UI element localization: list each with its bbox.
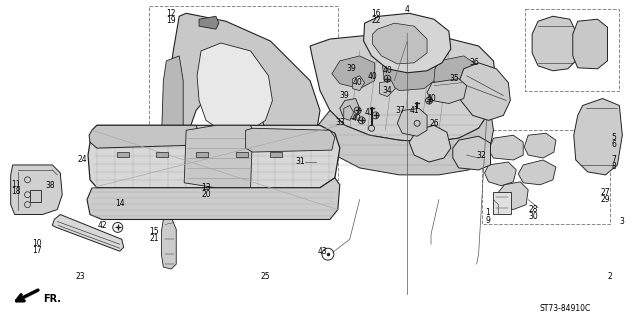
Text: 40: 40 (352, 114, 362, 123)
Polygon shape (353, 76, 364, 91)
Text: 4: 4 (404, 5, 410, 14)
Polygon shape (199, 16, 219, 29)
Polygon shape (344, 106, 354, 120)
Polygon shape (112, 200, 130, 218)
Polygon shape (89, 125, 199, 148)
Polygon shape (52, 214, 124, 251)
Text: 39: 39 (340, 91, 350, 100)
Polygon shape (364, 13, 451, 73)
Polygon shape (459, 63, 510, 120)
Text: 41: 41 (410, 106, 419, 115)
Bar (271, 152, 282, 157)
Text: 19: 19 (166, 16, 176, 25)
Text: 24: 24 (77, 156, 87, 164)
Text: 22: 22 (371, 16, 381, 25)
Polygon shape (574, 99, 622, 175)
Bar (525, 9, 619, 91)
Text: 37: 37 (396, 106, 405, 115)
Text: 41: 41 (365, 108, 375, 117)
Text: 14: 14 (115, 199, 125, 208)
Text: 31: 31 (296, 157, 305, 166)
Polygon shape (161, 218, 176, 269)
Text: 33: 33 (335, 118, 345, 127)
Text: 3: 3 (619, 217, 624, 226)
Polygon shape (519, 160, 556, 185)
Text: 21: 21 (150, 234, 159, 243)
Polygon shape (409, 125, 451, 162)
Text: 27: 27 (601, 188, 610, 197)
Polygon shape (197, 43, 273, 133)
Text: 40: 40 (368, 72, 377, 81)
Text: 30: 30 (528, 212, 538, 220)
Text: 9: 9 (485, 215, 490, 225)
Polygon shape (532, 16, 576, 71)
Polygon shape (434, 56, 478, 96)
Polygon shape (87, 178, 340, 220)
Text: 43: 43 (318, 247, 328, 256)
Text: 40: 40 (353, 78, 362, 87)
Text: 39: 39 (347, 64, 357, 73)
Text: 10: 10 (32, 239, 42, 248)
Polygon shape (332, 56, 375, 89)
Bar (150, 6, 338, 180)
Text: 36: 36 (469, 58, 480, 67)
Text: 2: 2 (607, 272, 612, 282)
Polygon shape (453, 136, 490, 170)
Polygon shape (318, 110, 494, 175)
Bar (236, 152, 248, 157)
Bar (482, 130, 610, 224)
Polygon shape (382, 51, 437, 91)
Polygon shape (310, 33, 496, 142)
Text: 28: 28 (528, 204, 538, 214)
Text: 35: 35 (449, 74, 459, 83)
Text: 18: 18 (11, 187, 21, 196)
Text: 26: 26 (429, 119, 439, 128)
Text: 16: 16 (371, 9, 381, 18)
Polygon shape (161, 56, 183, 158)
Text: 34: 34 (383, 86, 392, 95)
Bar (494, 192, 512, 213)
Polygon shape (573, 19, 608, 69)
Text: 5: 5 (612, 133, 617, 142)
Text: 1: 1 (485, 208, 490, 217)
Polygon shape (11, 165, 62, 214)
Text: FR.: FR. (43, 294, 61, 304)
Text: 40: 40 (383, 66, 392, 75)
Polygon shape (184, 125, 253, 188)
Polygon shape (88, 125, 340, 188)
Text: ST73-84910C: ST73-84910C (539, 304, 590, 313)
Text: 12: 12 (166, 9, 176, 18)
Polygon shape (496, 182, 528, 210)
Text: 13: 13 (201, 183, 211, 192)
Text: 32: 32 (476, 150, 487, 160)
Polygon shape (489, 135, 523, 160)
Polygon shape (161, 13, 320, 165)
Text: 40: 40 (426, 94, 436, 103)
Polygon shape (380, 81, 396, 97)
Text: 25: 25 (261, 272, 270, 282)
Bar (117, 152, 129, 157)
Text: 38: 38 (45, 181, 55, 190)
Polygon shape (427, 79, 467, 103)
Bar (29, 190, 41, 202)
Polygon shape (397, 108, 427, 136)
Text: 42: 42 (98, 221, 108, 230)
Text: 23: 23 (75, 272, 85, 282)
Polygon shape (373, 23, 427, 64)
Bar (157, 152, 168, 157)
Text: 11: 11 (11, 180, 21, 189)
Polygon shape (340, 99, 360, 118)
Text: 15: 15 (150, 228, 159, 236)
Bar (196, 152, 208, 157)
Text: 17: 17 (32, 246, 42, 255)
Text: 8: 8 (612, 162, 616, 171)
Polygon shape (524, 133, 556, 158)
Polygon shape (246, 128, 335, 152)
Text: 7: 7 (612, 155, 617, 164)
Text: 29: 29 (601, 195, 610, 204)
Text: 6: 6 (612, 140, 617, 149)
Text: 20: 20 (201, 190, 211, 199)
Polygon shape (485, 162, 516, 186)
